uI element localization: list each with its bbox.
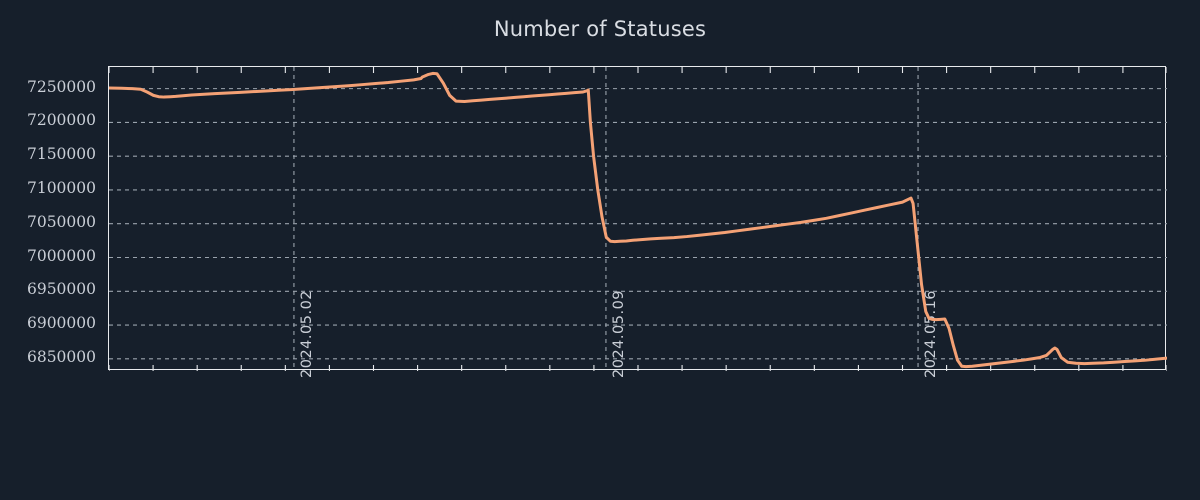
- y-axis-tick-label: 7150000: [26, 145, 96, 164]
- vertical-gridlines: [293, 67, 919, 371]
- y-axis-tick-label: 7200000: [26, 111, 96, 130]
- plot-area: [108, 66, 1167, 371]
- y-axis-tick-label: 7050000: [26, 212, 96, 231]
- axis-minor-ticks: [109, 67, 1167, 371]
- y-axis-tick-label: 7250000: [26, 77, 96, 96]
- chart-title: Number of Statuses: [493, 17, 707, 41]
- y-axis-tick-label: 6850000: [26, 347, 96, 366]
- y-axis-tick-label: 7100000: [26, 178, 96, 197]
- plot-svg: [109, 67, 1167, 371]
- horizontal-gridlines: [109, 88, 1167, 360]
- y-axis-tick-label: 6950000: [26, 280, 96, 299]
- y-axis-tick-label: 6900000: [26, 314, 96, 333]
- y-axis-tick-label: 7000000: [26, 246, 96, 265]
- series-line-number-of-statuses: [109, 71, 1167, 369]
